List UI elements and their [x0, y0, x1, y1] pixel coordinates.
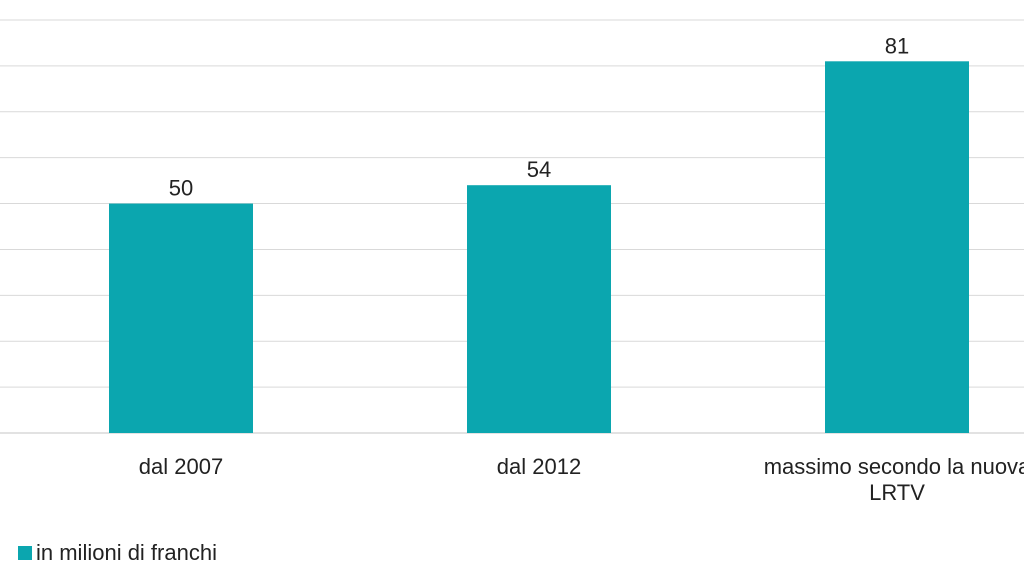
legend-swatch: [18, 546, 32, 560]
bar: [109, 203, 253, 433]
x-tick-label: dal 2007: [139, 454, 223, 479]
legend: in milioni di franchi: [18, 540, 217, 566]
x-tick-label: LRTV: [869, 480, 925, 505]
data-label: 50: [169, 176, 193, 201]
x-tick-label: massimo secondo la nuova: [764, 454, 1024, 479]
legend-label: in milioni di franchi: [36, 540, 217, 565]
bar: [825, 61, 969, 434]
x-tick-label: dal 2012: [497, 454, 581, 479]
data-label: 81: [885, 33, 909, 58]
bar: [467, 185, 611, 433]
data-label: 54: [527, 157, 551, 182]
